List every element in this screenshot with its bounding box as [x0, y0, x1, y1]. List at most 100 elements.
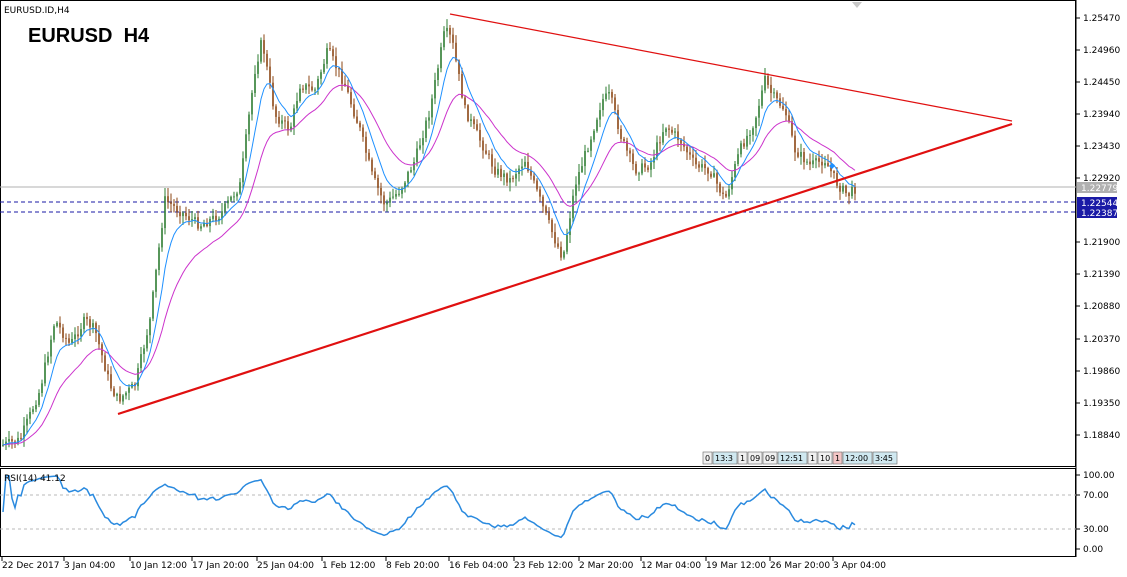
candle-body — [809, 161, 811, 165]
candle-body — [347, 85, 349, 93]
lower-trendline[interactable] — [117, 122, 1013, 416]
candle-body — [455, 42, 457, 61]
candle-body — [113, 388, 115, 396]
mini-tab[interactable] — [832, 451, 843, 465]
level-1-value: 1.22544 — [1081, 199, 1118, 209]
candle-body — [407, 171, 409, 183]
candle-body — [47, 356, 49, 363]
candle-body — [755, 117, 757, 129]
candle-body — [722, 192, 724, 194]
upper-trendline[interactable] — [449, 13, 1013, 122]
candle-body — [791, 121, 793, 136]
mini-tab[interactable] — [712, 451, 738, 465]
candle-body — [806, 161, 808, 163]
time-tick-label: 3 Jan 04:00 — [64, 561, 116, 571]
candle-body — [389, 197, 391, 203]
rsi-tick-label: 70.00 — [1083, 491, 1109, 501]
candle-body — [434, 80, 436, 99]
candle-body — [677, 131, 679, 141]
candle-body — [491, 154, 493, 167]
mini-tab[interactable] — [842, 451, 873, 465]
mini-tab-label: 12:00 — [845, 454, 868, 463]
level-1-tag — [1077, 197, 1117, 208]
candle-body — [575, 184, 577, 196]
candle-body — [653, 157, 655, 163]
candle-body — [572, 195, 574, 219]
mini-tab[interactable] — [702, 451, 713, 465]
candle-body — [815, 158, 817, 161]
candle-body — [23, 425, 25, 439]
candle-body — [188, 216, 190, 221]
candle-body — [200, 226, 202, 229]
candle-body — [224, 203, 226, 212]
candle-body — [521, 166, 523, 169]
symbol-label: EURUSD.ID,H4 — [4, 6, 70, 16]
candle-body — [533, 175, 535, 181]
candle-body — [467, 105, 469, 121]
candle-body — [671, 129, 673, 133]
candle-body — [266, 53, 268, 67]
candle-body — [278, 116, 280, 124]
candle-body — [761, 90, 763, 106]
candle-body — [848, 193, 850, 197]
candle-body — [146, 335, 148, 349]
candle-body — [179, 211, 181, 217]
candle-body — [689, 152, 691, 155]
candle-body — [206, 223, 208, 227]
rsi-tick-label: 0.00 — [1083, 545, 1103, 555]
current-price-value: 1.22779 — [1081, 184, 1118, 194]
candle-body — [485, 150, 487, 154]
candle-body — [821, 161, 823, 166]
candle-body — [50, 339, 52, 357]
mini-tab[interactable] — [872, 451, 898, 465]
price-tick-label: 1.19350 — [1083, 399, 1120, 409]
candle-body — [461, 74, 463, 98]
candle-body — [425, 120, 427, 138]
time-tick-label: 12 Mar 04:00 — [641, 561, 701, 571]
rsi-axis: 100.00 70.00 30.00 0.00 — [1076, 471, 1115, 555]
candle-body — [137, 368, 139, 387]
candle-body — [233, 196, 235, 198]
candle-body — [509, 178, 511, 183]
time-tick-label: 8 Feb 20:00 — [386, 561, 440, 571]
candle-body — [89, 319, 91, 328]
candle-body — [503, 173, 505, 177]
mini-tab[interactable] — [807, 451, 818, 465]
mini-tab-label: 10 — [820, 454, 830, 463]
candle-body — [554, 232, 556, 244]
candle-body — [17, 437, 19, 443]
candle-body — [176, 205, 178, 212]
candle-body — [44, 362, 46, 384]
time-tick-label: 17 Jan 20:00 — [192, 561, 249, 571]
mini-tab[interactable] — [762, 451, 778, 465]
period-separator-tabs[interactable]: 0 13:3 1 09 09 12:51 1 10 1 12:00 3:45 — [702, 451, 898, 465]
candles-group — [2, 19, 856, 450]
rsi-tick-label: 100.00 — [1083, 471, 1115, 481]
candle-body — [152, 291, 154, 319]
candle-body — [743, 143, 745, 147]
mini-tab[interactable] — [817, 451, 833, 465]
candle-body — [851, 187, 853, 197]
rsi-tick-label: 30.00 — [1083, 525, 1109, 535]
candle-body — [422, 138, 424, 146]
candle-body — [818, 158, 820, 162]
candle-body — [638, 173, 640, 175]
price-tick-label: 1.18840 — [1083, 431, 1120, 441]
candle-body — [329, 48, 331, 50]
candle-body — [431, 98, 433, 118]
candle-body — [404, 182, 406, 189]
mini-tab[interactable] — [747, 451, 763, 465]
candle-body — [842, 185, 844, 192]
candle-body — [590, 139, 592, 151]
candle-body — [230, 196, 232, 201]
shift-marker-icon[interactable] — [852, 2, 862, 8]
candle-body — [2, 444, 4, 446]
mini-tab[interactable] — [737, 451, 748, 465]
mini-tab[interactable] — [777, 451, 808, 465]
candle-body — [812, 160, 814, 165]
candle-body — [683, 143, 685, 147]
candle-body — [167, 196, 169, 203]
candle-body — [191, 219, 193, 221]
